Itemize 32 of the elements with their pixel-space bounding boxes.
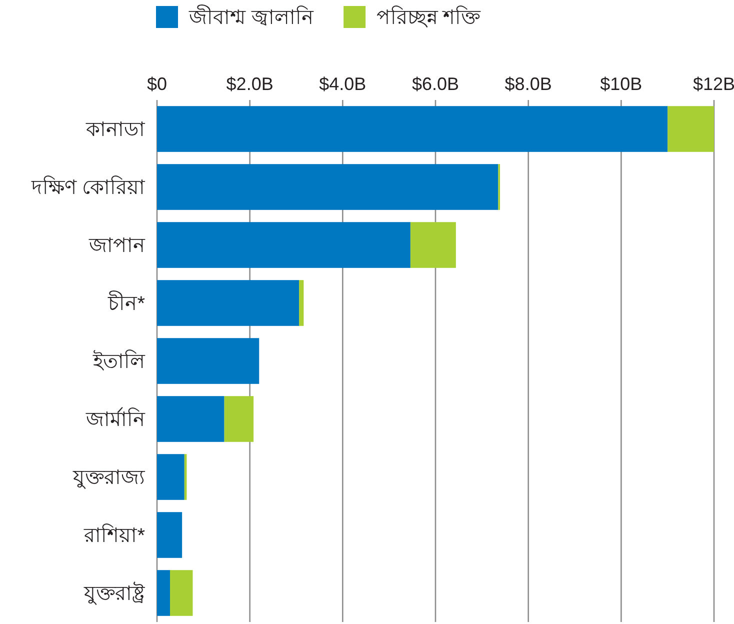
- x-tick-label: $0: [146, 74, 168, 94]
- y-tick-label: কানাডা: [85, 119, 146, 141]
- x-tick-label: $2.0B: [226, 74, 274, 94]
- bar: [157, 454, 184, 500]
- legend-label: পরিচ্ছন্ন শক্তি: [376, 6, 482, 29]
- y-tick-label: দক্ষিণ কোরিয়া: [30, 176, 146, 199]
- x-tick-label: $6.0B: [412, 74, 460, 94]
- y-tick-label: জাপান: [88, 235, 146, 257]
- y-tick-label: রাশিয়া*: [83, 524, 146, 547]
- y-tick-label: ইতালি: [92, 350, 146, 373]
- bar: [668, 106, 714, 152]
- bar: [157, 512, 182, 558]
- x-tick-label: $4.0B: [319, 74, 366, 94]
- bar: [157, 570, 170, 616]
- legend-label: জীবাশ্ম জ্বালানি: [188, 5, 315, 29]
- bar: [157, 338, 260, 384]
- bar: [157, 222, 410, 268]
- bar: [170, 570, 193, 616]
- y-tick-label: যুক্তরাজ্য: [72, 467, 146, 489]
- y-tick-label: জার্মানি: [85, 407, 146, 431]
- bar: [299, 280, 304, 326]
- y-tick-label: যুক্তরাষ্ট্র: [83, 582, 145, 605]
- bar: [157, 164, 498, 210]
- x-tick-label: $12B: [692, 74, 734, 94]
- bar: [224, 396, 254, 442]
- bar: [157, 396, 224, 442]
- x-tick-label: $10B: [600, 74, 642, 94]
- bar: [157, 280, 300, 326]
- bar: [157, 106, 668, 152]
- y-tick-label: চীন*: [107, 291, 146, 315]
- bar: [410, 222, 456, 268]
- x-tick-label: $8.0B: [504, 74, 552, 94]
